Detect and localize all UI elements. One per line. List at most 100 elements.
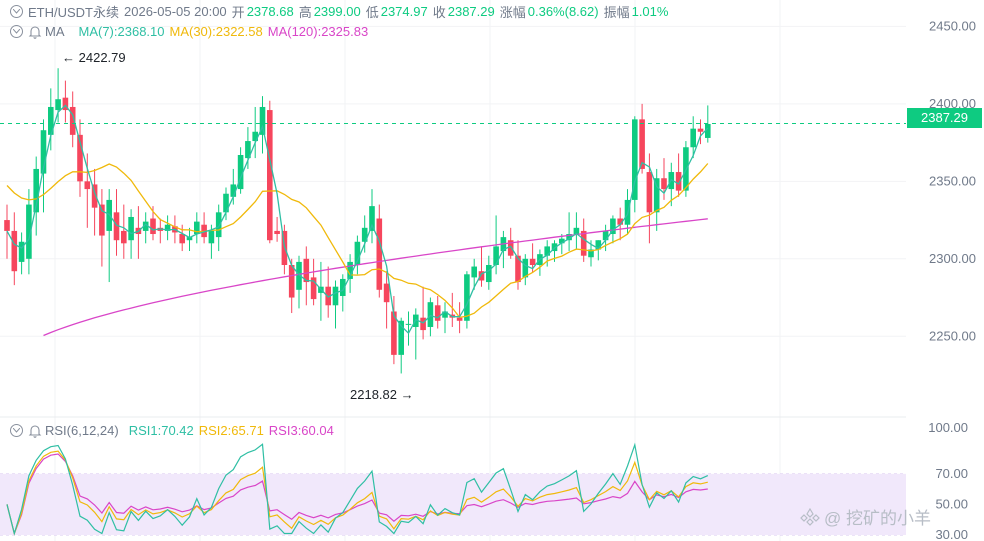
rsi-tick-label: 30.00: [935, 527, 968, 541]
candle-body: [507, 240, 514, 256]
watermark-text: @ 挖矿的小羊: [824, 509, 931, 528]
candle-body: [551, 243, 558, 252]
open-value: 2378.68: [246, 4, 294, 19]
candle-body: [442, 311, 448, 318]
candle-body: [121, 230, 127, 244]
candle-body: [391, 311, 397, 355]
candle-body: [427, 302, 434, 327]
candle-body: [420, 317, 426, 331]
candle-body: [398, 320, 404, 355]
candle-body: [55, 99, 61, 111]
candle-body: [215, 212, 222, 238]
rsi3-line: [6, 453, 708, 536]
collapse-icon[interactable]: [10, 25, 23, 38]
rsi-tick-label: 70.00: [935, 466, 968, 481]
candle-body: [48, 106, 54, 135]
rsi-tick-label: 100.00: [928, 420, 968, 435]
candle-body: [588, 249, 594, 258]
candle-body: [288, 265, 295, 298]
candle-body: [405, 323, 412, 325]
candle-body: [456, 317, 463, 321]
candle-body: [675, 172, 682, 191]
candle-body: [471, 266, 477, 278]
candle-body: [566, 234, 572, 241]
rsi-overbought-band: [0, 473, 906, 535]
candle-body: [194, 221, 200, 235]
ma30-line: [6, 163, 709, 319]
candle-body: [113, 212, 120, 241]
candle-body: [580, 230, 587, 256]
rsi-legend: RSI(6,12,24) RSI1:70.42 RSI2:65.71 RSI3:…: [0, 423, 339, 438]
candle-body: [522, 258, 529, 278]
rsi3-value: RSI3:60.04: [268, 423, 334, 438]
open-label: 开: [231, 5, 245, 20]
last-price-tag: 2387.29: [907, 108, 982, 128]
candle-body: [617, 218, 623, 225]
candle-body: [186, 237, 193, 241]
ma120-line: [43, 218, 708, 337]
candle-body: [33, 168, 39, 213]
collapse-icon[interactable]: [10, 5, 23, 18]
candle-body: [91, 184, 98, 208]
candle-body: [595, 240, 602, 250]
low-value: 2374.97: [380, 4, 428, 19]
candle-body: [274, 230, 280, 235]
candle-body: [150, 218, 156, 235]
ma7-line: [6, 104, 709, 335]
candle-body: [573, 227, 580, 235]
candle-body: [515, 255, 521, 283]
alert-bell-icon[interactable]: [28, 424, 42, 438]
candle-body: [99, 204, 105, 236]
ohlc-header: ETH/USDT永续 2026-05-05 20:00 开 2378.68 高 …: [0, 2, 673, 21]
candle-body: [11, 230, 18, 272]
rsi-label: RSI(6,12,24): [45, 423, 119, 438]
candle-body: [128, 216, 134, 241]
candle-body: [493, 246, 499, 266]
rsi-tick-label: 50.00: [935, 496, 968, 511]
candle-body: [602, 230, 609, 241]
close-label: 收: [432, 5, 446, 20]
collapse-icon[interactable]: [10, 424, 23, 437]
candle-body: [142, 221, 149, 231]
datetime-label: 2026-05-05 20:00: [124, 4, 227, 19]
candle-body: [259, 106, 266, 135]
low-marker: 2218.82 →: [350, 387, 414, 402]
price-tick-label: 2250.00: [929, 328, 976, 343]
price-tick-label: 2350.00: [929, 173, 976, 188]
candle-body: [69, 106, 76, 135]
candle-body: [84, 181, 91, 190]
candle-body: [639, 119, 645, 169]
candle-body: [383, 283, 390, 303]
candle-body: [478, 271, 485, 281]
candle-body: [610, 218, 616, 235]
alert-bell-icon[interactable]: [28, 25, 42, 39]
close-value: 2387.29: [447, 4, 495, 19]
ma-label: MA: [45, 24, 65, 39]
high-marker: ← 2422.79: [62, 50, 126, 65]
change-value: 0.36%(8.62): [527, 4, 599, 19]
ma-legend: MA MA(7):2368.10 MA(30):2322.58 MA(120):…: [0, 24, 373, 39]
candle-body: [245, 141, 251, 159]
high-label: 高: [298, 5, 312, 20]
candle-body: [632, 119, 638, 200]
candle-body: [376, 218, 383, 290]
amplitude-label: 振幅: [603, 5, 630, 20]
change-label: 涨幅: [499, 5, 526, 20]
rsi2-value: RSI2:65.71: [198, 423, 264, 438]
candle-body: [230, 184, 237, 197]
candle-body: [697, 128, 704, 132]
candle-body: [434, 305, 441, 321]
candle-body: [179, 234, 185, 244]
ma7-value: MA(7):2368.10: [78, 24, 165, 39]
symbol-label: ETH/USDT永续: [28, 5, 120, 20]
candle-body: [77, 134, 83, 182]
candle-body: [690, 128, 696, 148]
candle-body: [325, 286, 331, 306]
candle-body: [340, 278, 346, 296]
amplitude-value: 1.01%: [631, 4, 669, 19]
candle-body: [237, 154, 244, 190]
chart-grid: [0, 0, 906, 541]
low-marker-value: 2218.82: [350, 387, 397, 402]
candle-body: [303, 258, 310, 283]
